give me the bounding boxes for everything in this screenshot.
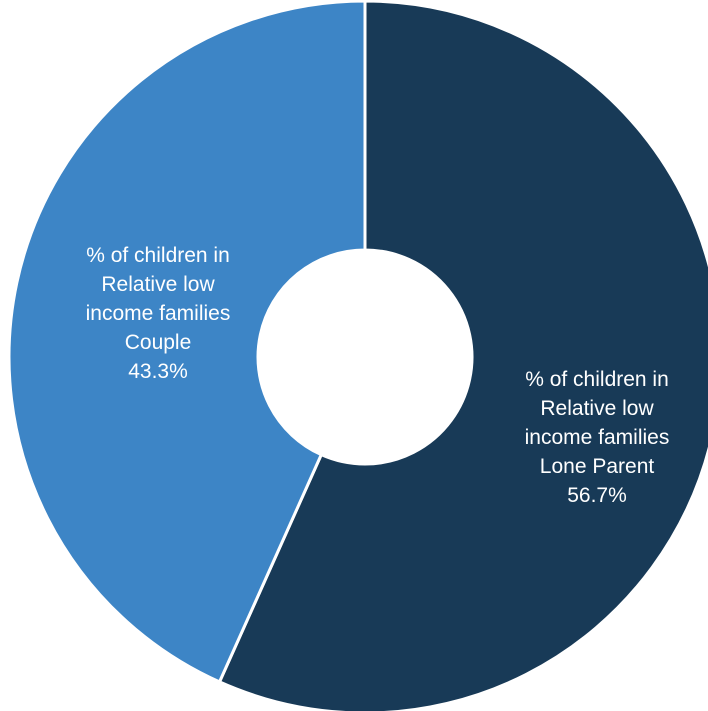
- slice-label-line-1-1: Relative low: [101, 273, 215, 296]
- slice-label-0: % of children in Relative low income famil…: [525, 368, 670, 507]
- slice-value-label-1: 43.3%: [128, 360, 188, 383]
- slice-label-line-0-2: income families: [525, 426, 670, 449]
- slice-label-line-1-2: income families: [86, 302, 231, 325]
- slice-label-line-0-1: Relative low: [540, 397, 654, 420]
- slice-value-label-0: 56.7%: [567, 484, 627, 507]
- labels-layer: % of children in Relative low income famil…: [86, 244, 670, 507]
- slice-label-line-1-3: Couple: [125, 331, 192, 354]
- slice-1: [7, 0, 367, 684]
- slice-label-line-0-3: Lone Parent: [540, 455, 655, 478]
- slice-label-line-1-0: % of children in: [86, 244, 230, 267]
- slice-label-1: % of children in Relative low income famil…: [86, 244, 231, 383]
- slice-0: [218, 0, 708, 711]
- slices-layer: [7, 0, 708, 711]
- slice-label-line-0-0: % of children in: [525, 368, 669, 391]
